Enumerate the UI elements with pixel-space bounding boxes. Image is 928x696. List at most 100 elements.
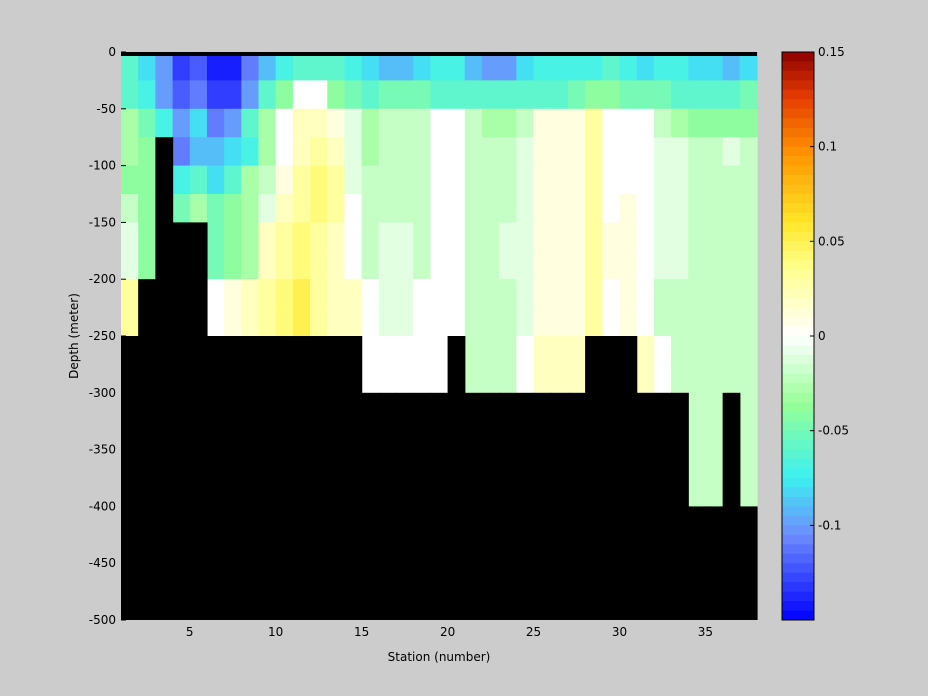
heatmap-cell (567, 80, 586, 110)
seafloor-cell (189, 222, 208, 620)
colorbar-segment (782, 194, 814, 204)
heatmap-cell (722, 307, 741, 337)
seafloor-cell (327, 336, 346, 620)
heatmap-cell (310, 222, 328, 252)
colorbar-segment (782, 260, 814, 271)
heatmap-cell (481, 80, 500, 110)
heatmap-cell (413, 336, 432, 365)
colorbar: 0.15 0.1 0.05 0 -0.05 -0.1 (781, 45, 849, 621)
heatmap-cell (310, 250, 328, 280)
colorbar-segment (782, 601, 814, 612)
heatmap-cell (172, 165, 191, 195)
heatmap-cell (344, 108, 363, 138)
seafloor-cell (430, 392, 449, 620)
heatmap-cell (739, 364, 758, 394)
heatmap-cell (430, 194, 449, 223)
heatmap-cell (430, 279, 449, 309)
heatmap-cell (567, 250, 586, 280)
heatmap-cell (430, 108, 449, 138)
heatmap-cell (310, 108, 328, 138)
seafloor-cell (224, 336, 242, 620)
heatmap-cell (671, 336, 689, 365)
heatmap-cell (619, 52, 638, 81)
heatmap-cell (533, 279, 552, 309)
heatmap-cell (310, 307, 328, 337)
heatmap-cell (516, 364, 535, 394)
heatmap-cell (739, 108, 758, 138)
heatmap-cell (722, 279, 741, 309)
heatmap-cell (413, 137, 432, 167)
heatmap-cell (189, 52, 208, 81)
heatmap-cell (481, 279, 500, 309)
seafloor-cell (292, 336, 311, 620)
heatmap-cell (688, 165, 707, 195)
heatmap-cell (464, 250, 483, 280)
heatmap-cell (499, 194, 517, 223)
colorbar-tick-label: 0.1 (818, 140, 837, 154)
heatmap-cell (653, 364, 672, 394)
seafloor-cell (516, 392, 535, 620)
heatmap-cell (653, 279, 672, 309)
heatmap-cell (550, 108, 569, 138)
heatmap-cell (224, 165, 242, 195)
heatmap-cell (413, 165, 432, 195)
heatmap-cell (413, 194, 432, 223)
y-axis-label: Depth (meter) (67, 293, 81, 379)
heatmap-cell (567, 336, 586, 365)
heatmap-cell (292, 250, 311, 280)
heatmap-cell (567, 307, 586, 337)
heatmap-cell (413, 222, 432, 252)
heatmap-cell (739, 80, 758, 110)
heatmap-cell (567, 108, 586, 138)
heatmap-cell (722, 108, 741, 138)
heatmap-cell (636, 108, 655, 138)
colorbar-segment (782, 80, 814, 91)
heatmap-cell (567, 279, 586, 309)
colorbar-segment (782, 326, 814, 337)
heatmap-cell (481, 194, 500, 223)
heatmap-cell (671, 364, 689, 394)
heatmap-cell (636, 307, 655, 337)
seafloor-cell (275, 336, 294, 620)
heatmap-cell (499, 279, 517, 309)
heatmap-cell (585, 52, 603, 81)
seafloor-cell (413, 392, 432, 620)
heatmap-cell (602, 279, 621, 309)
heatmap-cell (344, 80, 363, 110)
heatmap-cell (378, 137, 397, 167)
seafloor-cell (447, 336, 466, 620)
heatmap-cell (739, 194, 758, 223)
y-tick-label: -450 (89, 556, 116, 570)
heatmap-cell (206, 279, 225, 309)
heatmap-cell (533, 222, 552, 252)
colorbar-tick-label: 0.15 (818, 45, 845, 59)
heatmap-cell (138, 165, 156, 195)
heatmap-cell (567, 52, 586, 81)
heatmap-cell (344, 307, 363, 337)
heatmap-cell (224, 52, 242, 81)
colorbar-segment (782, 364, 814, 375)
heatmap-cell (121, 279, 139, 309)
heatmap-cell (310, 165, 328, 195)
heatmap-cell (585, 250, 603, 280)
heatmap-cell (688, 52, 707, 81)
heatmap-cell (722, 250, 741, 280)
colorbar-segment (782, 52, 814, 62)
heatmap-cell (396, 222, 414, 252)
heatmap-cell (258, 307, 277, 337)
colorbar-segment (782, 156, 814, 167)
heatmap-cell (224, 108, 242, 138)
heatmap-cell (121, 222, 139, 252)
seafloor-cell (310, 336, 328, 620)
colorbar-segment (782, 373, 814, 384)
heatmap-cell (481, 222, 500, 252)
colorbar-segment (782, 165, 814, 176)
heatmap-cell (361, 250, 380, 280)
heatmap-cell (636, 336, 655, 365)
y-tick-label: -350 (89, 443, 116, 457)
heatmap-cell (430, 336, 449, 365)
heatmap-cell (206, 108, 225, 138)
heatmap-cell (499, 80, 517, 110)
x-tick-label: 5 (186, 625, 194, 639)
heatmap-cell (121, 80, 139, 110)
